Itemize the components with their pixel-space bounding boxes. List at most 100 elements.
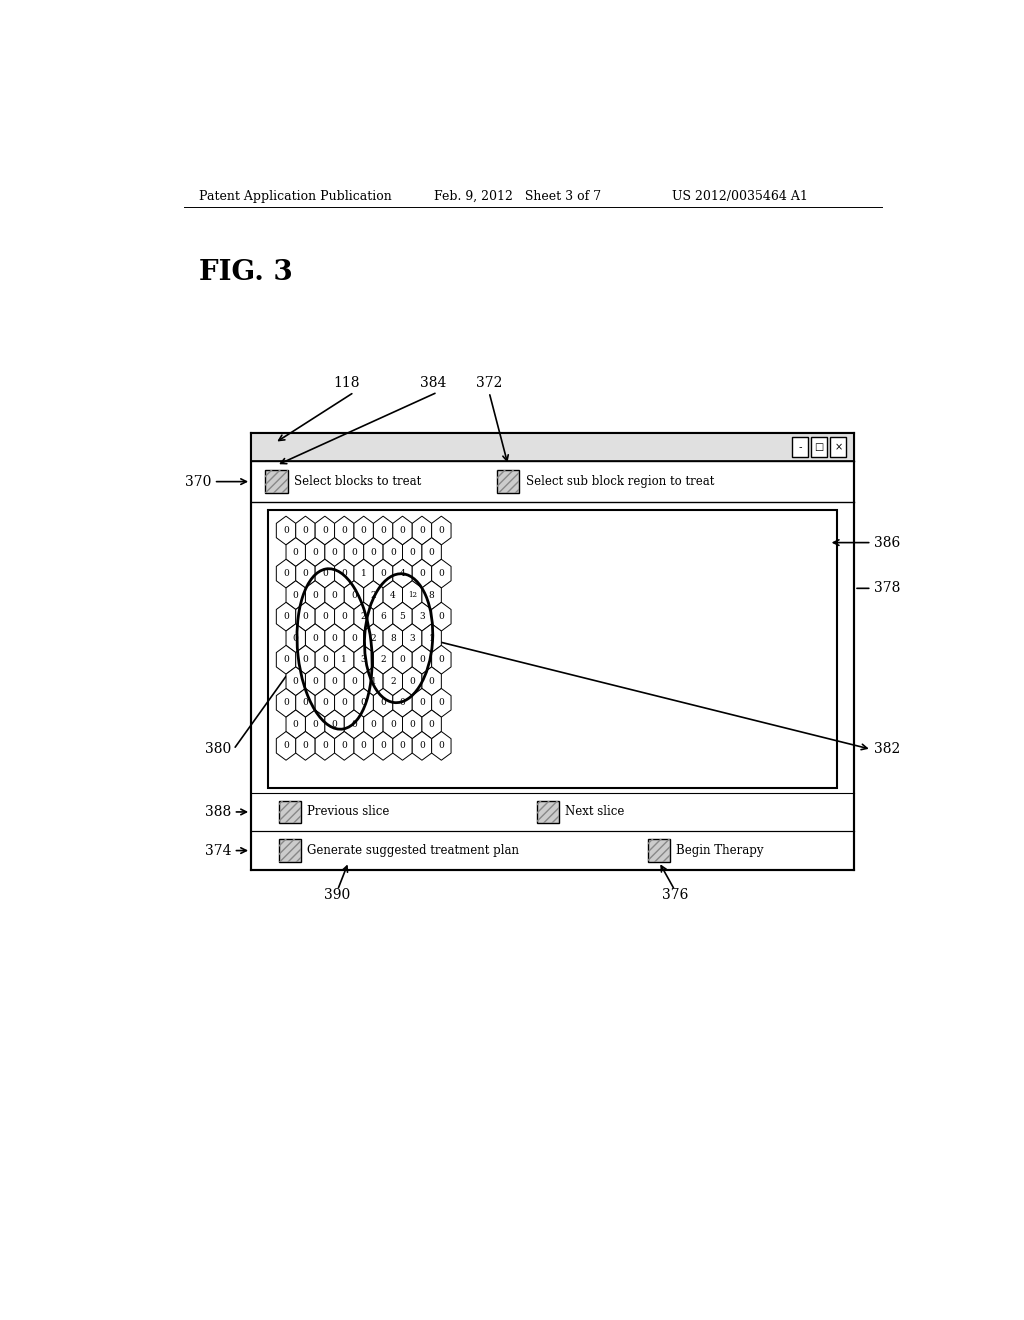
Text: 0: 0 (390, 719, 395, 729)
Polygon shape (325, 581, 344, 610)
Polygon shape (276, 560, 296, 587)
Polygon shape (354, 560, 374, 587)
Text: Select blocks to treat: Select blocks to treat (294, 475, 421, 488)
Text: 0: 0 (390, 548, 395, 557)
Text: 118: 118 (333, 376, 359, 391)
Text: Feb. 9, 2012   Sheet 3 of 7: Feb. 9, 2012 Sheet 3 of 7 (433, 190, 601, 202)
Polygon shape (276, 602, 296, 631)
Text: Previous slice: Previous slice (307, 805, 390, 818)
Text: Patent Application Publication: Patent Application Publication (200, 190, 392, 202)
Text: 2: 2 (390, 677, 395, 686)
Text: 0: 0 (429, 548, 434, 557)
Text: 0: 0 (293, 719, 299, 729)
Text: 3: 3 (419, 612, 425, 622)
Polygon shape (325, 710, 344, 739)
Text: 0: 0 (351, 677, 356, 686)
Polygon shape (432, 731, 451, 760)
Text: 0: 0 (284, 569, 289, 578)
Polygon shape (364, 667, 383, 696)
Polygon shape (422, 710, 441, 739)
Text: 0: 0 (438, 698, 444, 708)
Polygon shape (364, 710, 383, 739)
Text: 0: 0 (284, 655, 289, 664)
Text: Generate suggested treatment plan: Generate suggested treatment plan (307, 843, 519, 857)
Text: 0: 0 (284, 527, 289, 535)
Text: 1: 1 (371, 677, 376, 686)
Polygon shape (432, 602, 451, 631)
Polygon shape (374, 560, 393, 587)
Polygon shape (296, 731, 315, 760)
Polygon shape (276, 689, 296, 717)
Polygon shape (402, 710, 422, 739)
Polygon shape (296, 560, 315, 587)
Polygon shape (354, 516, 374, 545)
Polygon shape (374, 516, 393, 545)
Text: 0: 0 (312, 590, 318, 599)
Polygon shape (296, 645, 315, 675)
FancyBboxPatch shape (793, 437, 808, 457)
Text: 0: 0 (302, 742, 308, 750)
Polygon shape (413, 602, 432, 631)
Polygon shape (413, 689, 432, 717)
Polygon shape (354, 731, 374, 760)
Text: 4: 4 (390, 590, 395, 599)
Text: 0: 0 (351, 548, 356, 557)
Text: 0: 0 (360, 742, 367, 750)
Text: 0: 0 (399, 698, 406, 708)
FancyBboxPatch shape (251, 433, 854, 870)
Text: Begin Therapy: Begin Therapy (677, 843, 764, 857)
Text: ×: × (835, 442, 843, 451)
Polygon shape (305, 581, 325, 610)
Polygon shape (393, 731, 413, 760)
Text: 0: 0 (341, 742, 347, 750)
FancyBboxPatch shape (811, 437, 827, 457)
Polygon shape (413, 645, 432, 675)
Text: 0: 0 (380, 698, 386, 708)
FancyBboxPatch shape (268, 510, 837, 788)
Polygon shape (422, 581, 441, 610)
Text: □: □ (815, 442, 824, 451)
Text: 0: 0 (293, 548, 299, 557)
Text: 0: 0 (284, 612, 289, 622)
Text: 0: 0 (332, 677, 338, 686)
Text: 0: 0 (399, 742, 406, 750)
Polygon shape (276, 731, 296, 760)
Text: 1: 1 (341, 655, 347, 664)
Text: 3: 3 (410, 634, 415, 643)
Text: 0: 0 (419, 569, 425, 578)
Text: 0: 0 (429, 677, 434, 686)
Polygon shape (286, 624, 305, 652)
Text: 0: 0 (341, 569, 347, 578)
Text: US 2012/0035464 A1: US 2012/0035464 A1 (672, 190, 808, 202)
Polygon shape (413, 516, 432, 545)
Polygon shape (305, 537, 325, 566)
Text: 0: 0 (399, 655, 406, 664)
Polygon shape (393, 645, 413, 675)
FancyBboxPatch shape (830, 437, 846, 457)
Text: 0: 0 (399, 527, 406, 535)
Polygon shape (383, 667, 402, 696)
Polygon shape (325, 667, 344, 696)
Polygon shape (335, 645, 354, 675)
FancyBboxPatch shape (537, 801, 559, 824)
Polygon shape (354, 602, 374, 631)
Text: 0: 0 (322, 655, 328, 664)
Text: 8: 8 (429, 590, 434, 599)
Text: 0: 0 (312, 634, 318, 643)
Polygon shape (344, 537, 364, 566)
Text: 374: 374 (205, 843, 231, 858)
Polygon shape (276, 645, 296, 675)
Text: 8: 8 (390, 634, 395, 643)
Text: 0: 0 (293, 634, 299, 643)
Text: 0: 0 (302, 569, 308, 578)
Polygon shape (383, 624, 402, 652)
Text: 0: 0 (371, 719, 376, 729)
Polygon shape (413, 560, 432, 587)
Polygon shape (393, 602, 413, 631)
Text: 0: 0 (322, 698, 328, 708)
Polygon shape (364, 581, 383, 610)
Text: 0: 0 (438, 612, 444, 622)
Text: 0: 0 (322, 569, 328, 578)
Polygon shape (422, 537, 441, 566)
Polygon shape (402, 667, 422, 696)
